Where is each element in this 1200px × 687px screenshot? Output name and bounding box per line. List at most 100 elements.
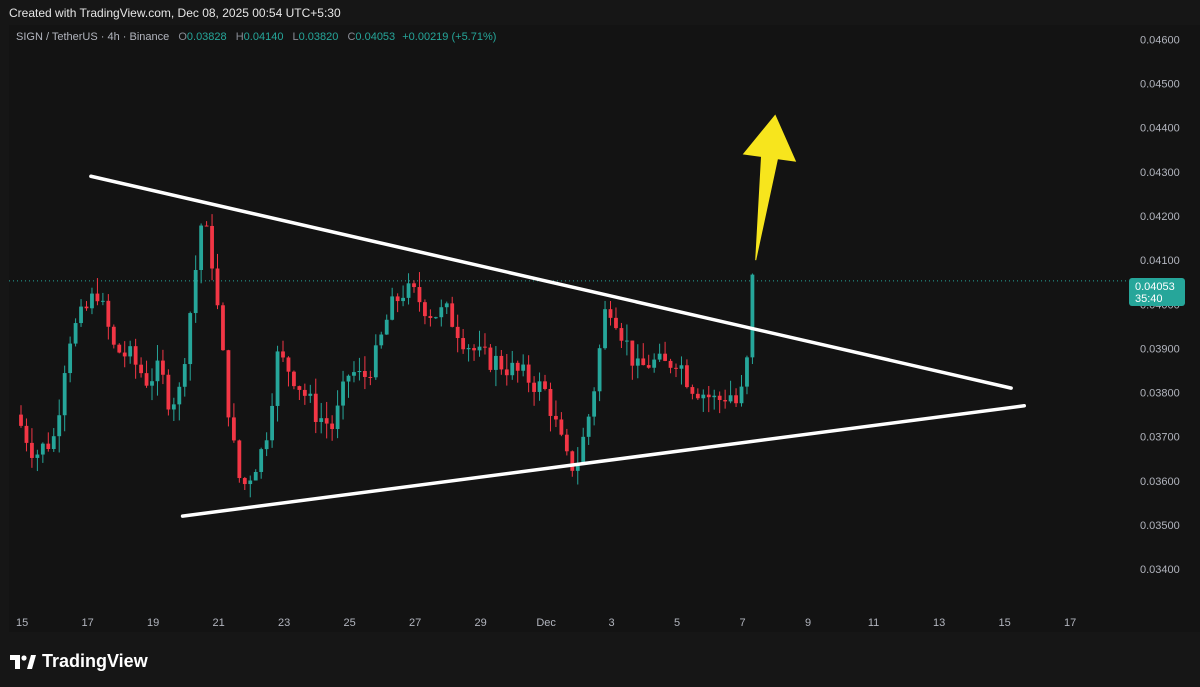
price-tick-label: 0.03600 <box>1140 476 1180 488</box>
candle-body <box>275 351 280 406</box>
candle-body <box>455 326 460 339</box>
footer <box>0 633 1200 687</box>
candle-body <box>581 436 586 464</box>
candle-body <box>100 300 105 302</box>
open-label: O <box>178 31 187 43</box>
candle-body <box>259 449 264 472</box>
candle-body <box>95 293 100 302</box>
candle-body <box>270 405 274 441</box>
candle-body <box>40 443 45 455</box>
time-tick-label: 9 <box>805 617 811 629</box>
candle-body <box>106 300 111 327</box>
candle-body <box>51 436 56 449</box>
candle-body <box>248 480 253 485</box>
candle-body <box>466 348 471 350</box>
candle-body <box>537 381 542 392</box>
time-tick-label: 27 <box>409 617 421 629</box>
candle-body <box>221 305 225 351</box>
candle-body <box>674 367 678 369</box>
trendline-upper[interactable] <box>89 174 1013 390</box>
price-tick-label: 0.04300 <box>1140 167 1180 179</box>
candle-body <box>472 348 476 351</box>
candle-body <box>619 328 624 341</box>
candle-body <box>663 353 667 361</box>
candle-body <box>352 372 356 376</box>
countdown-value: 35:40 <box>1135 293 1163 305</box>
open-value: 0.03828 <box>186 31 227 43</box>
candle-body <box>641 358 646 366</box>
time-tick-label: 11 <box>868 617 879 629</box>
candle-body <box>624 340 629 342</box>
candle-body <box>504 369 509 376</box>
candle-body <box>308 393 313 396</box>
candle-body <box>510 362 515 376</box>
candle-body <box>161 360 165 375</box>
time-tick-label: 15 <box>998 617 1010 629</box>
candle-body <box>679 365 684 369</box>
candle-body <box>84 306 89 309</box>
brand-name: TradingView <box>42 651 148 671</box>
candle-body <box>646 365 651 368</box>
candle-body <box>630 340 635 366</box>
candle-body <box>144 373 149 386</box>
high-label: H <box>235 31 244 43</box>
candle-body <box>532 382 536 392</box>
symbol-name: SIGN / TetherUS · 4h · Binance <box>16 31 170 43</box>
candle-body <box>330 423 335 430</box>
time-tick-label: 15 <box>16 617 28 629</box>
candle-body <box>575 463 580 471</box>
time-tick-label: 17 <box>1064 617 1076 629</box>
time-tick-label: 5 <box>674 617 680 629</box>
time-tick-label: Dec <box>536 617 556 629</box>
price-tick-label: 0.03400 <box>1140 564 1180 576</box>
candle-body <box>412 283 416 288</box>
candle-body <box>373 345 378 378</box>
candle-body <box>177 386 182 405</box>
candle-body <box>313 393 318 422</box>
time-tick-label: 29 <box>474 617 486 629</box>
tradingview-brand[interactable]: TradingView <box>10 651 148 672</box>
top-bar: Created with TradingView.com, Dec 08, 20… <box>0 0 1200 24</box>
candle-body <box>657 353 662 360</box>
candle-body <box>90 293 94 309</box>
candle-body <box>341 381 345 406</box>
candle-body <box>712 395 717 398</box>
candle-body <box>499 355 504 370</box>
candle-body <box>368 376 373 378</box>
price-tick-label: 0.03500 <box>1140 520 1180 532</box>
candle-body <box>297 386 302 390</box>
candle-body <box>668 360 673 368</box>
time-tick-label: 17 <box>81 617 93 629</box>
time-tick-label: 21 <box>212 617 224 629</box>
candle-body <box>73 323 78 344</box>
candle-body <box>597 348 602 392</box>
candle-body <box>401 297 405 302</box>
candle-body <box>264 440 269 450</box>
candle-body <box>734 395 738 404</box>
candle-body <box>346 375 351 382</box>
trendlines[interactable] <box>89 174 1026 518</box>
candle-body <box>483 346 487 348</box>
candle-body <box>188 313 193 365</box>
candle-body <box>68 343 73 374</box>
candle-body <box>242 478 247 485</box>
price-tick-label: 0.03800 <box>1140 388 1180 400</box>
candle-body <box>122 352 127 357</box>
symbol-legend[interactable]: SIGN / TetherUS · 4h · Binance O0.03828 … <box>16 31 496 43</box>
candle-body <box>592 391 597 417</box>
candle-body <box>717 395 722 401</box>
candle-body <box>603 309 607 349</box>
candle-body <box>461 338 466 350</box>
candle-body <box>199 225 204 271</box>
breakout-arrow[interactable] <box>742 114 797 261</box>
candle-body <box>515 362 520 371</box>
candle-body <box>745 357 749 387</box>
candle-body <box>57 415 62 437</box>
candle-body <box>433 317 438 319</box>
trendline-lower[interactable] <box>180 404 1026 518</box>
candle-body <box>608 309 613 318</box>
candle-body <box>554 415 558 420</box>
candle-body <box>586 416 591 437</box>
candle-body <box>423 302 427 317</box>
